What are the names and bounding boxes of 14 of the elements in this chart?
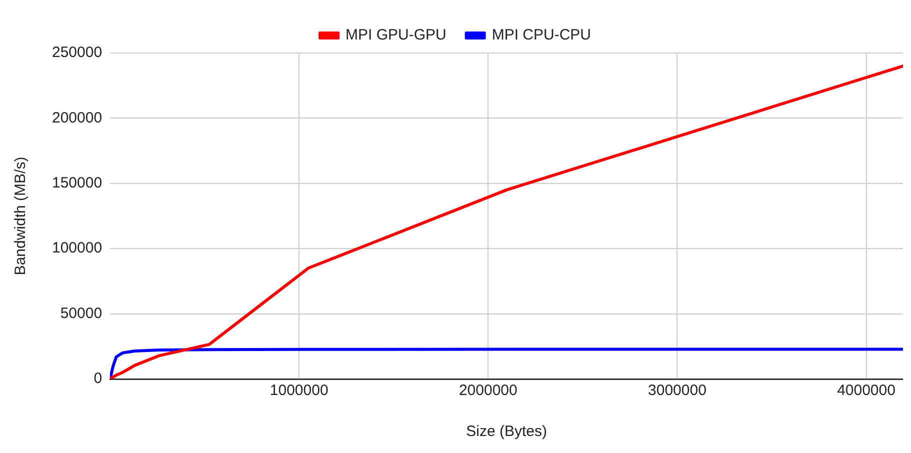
legend-label: MPI GPU-GPU <box>345 26 446 44</box>
y-tick-label: 150000 <box>52 174 102 192</box>
x-axis-title: Size (Bytes) <box>466 423 547 440</box>
y-axis-title: Bandwidth (MB/s) <box>12 156 30 276</box>
x-tick-label: 2000000 <box>458 382 518 400</box>
x-tick-label: 1000000 <box>270 382 328 400</box>
y-tick-label: 250000 <box>52 44 102 62</box>
x-tick-label: 4000000 <box>837 382 896 400</box>
y-tick-label: 200000 <box>52 109 102 126</box>
y-tick-label: 0 <box>94 370 102 388</box>
y-tick-label: 50000 <box>60 304 102 322</box>
y-tick-label: 100000 <box>52 240 102 257</box>
x-tick-label: 3000000 <box>648 382 706 400</box>
legend-label: MPI CPU-CPU <box>492 26 592 44</box>
